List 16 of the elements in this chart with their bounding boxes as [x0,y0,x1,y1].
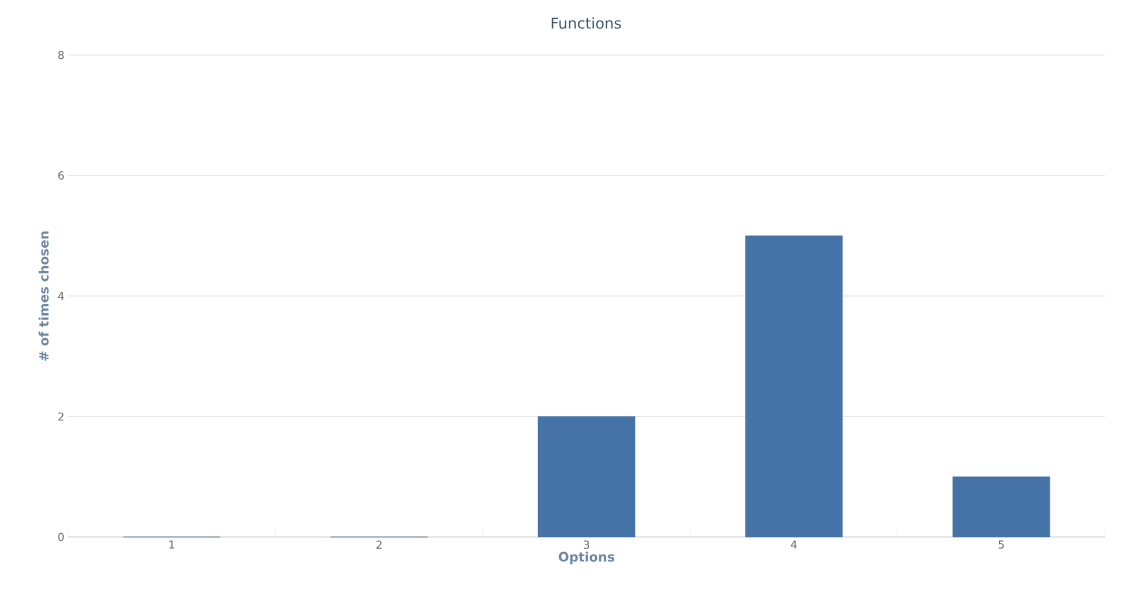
x-tick-label: 5 [998,540,1004,549]
y-tick-label: 8 [58,50,64,60]
y-tick-label: 4 [58,292,64,300]
y-tick-label: 2 [58,412,64,421]
y-tick-label: 6 [58,171,64,180]
x-tick-label: 4 [790,540,797,549]
bar [537,416,636,538]
x-axis-title: Options [558,551,615,565]
y-axis-title: # of times chosen [38,231,49,361]
x-tick-label: 1 [169,540,175,549]
chart-title: Functions [551,17,621,29]
x-tick-label: 2 [376,540,382,549]
bar [745,235,843,538]
x-tick-label: 3 [583,540,590,549]
y-tick-label: 0 [58,532,64,542]
bar [952,476,1051,538]
